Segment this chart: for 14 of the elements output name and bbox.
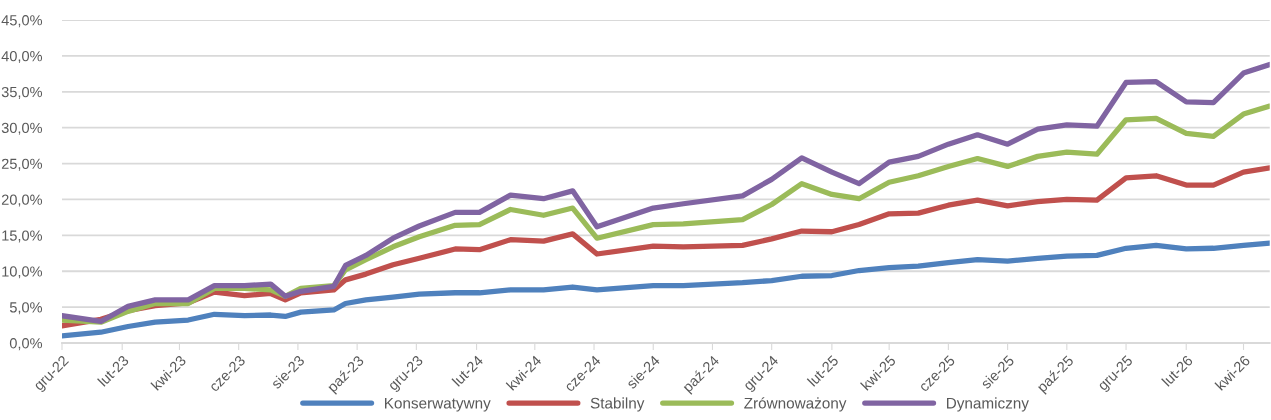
y-tick-label: 5,0% — [9, 302, 43, 315]
y-tick-label: 25,0% — [1, 158, 43, 171]
legend-label: Konserwatywny — [385, 397, 491, 412]
y-tick-label: 45,0% — [1, 15, 43, 28]
y-tick-label: 20,0% — [1, 194, 43, 207]
y-tick-label: 35,0% — [1, 86, 43, 99]
y-tick-label: 40,0% — [1, 50, 43, 64]
y-tick-label: 15,0% — [2, 230, 43, 243]
y-tick-label: 10,0% — [2, 266, 43, 279]
legend-label: Dynamiczny — [947, 397, 1029, 412]
y-tick-label: 30,0% — [1, 122, 43, 135]
legend-label: Zrównoważony — [744, 397, 847, 412]
legend-label: Stabilny — [590, 397, 645, 412]
y-tick-label: 0,0% — [9, 338, 43, 351]
